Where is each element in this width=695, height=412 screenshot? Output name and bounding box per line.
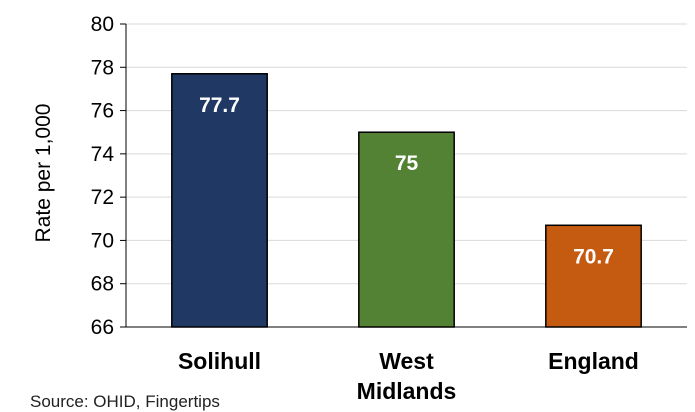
x-category-label: West Midlands [357,348,457,404]
data-label: 77.7 [199,94,240,117]
y-axis-label: Rate per 1,000 [32,104,55,243]
bar [545,224,642,328]
y-tick-label: 76 [91,100,114,123]
y-tick-label: 66 [91,316,114,339]
y-tick-label: 70 [91,229,114,252]
y-tick-label: 78 [91,56,114,79]
axes [120,23,687,328]
bars [171,73,642,328]
y-tick-label: 72 [91,186,114,209]
x-category-labels: Solihull West Midlands England [178,348,639,404]
y-tick-labels: 66 68 70 72 74 76 78 80 [91,13,115,339]
y-tick-label: 68 [91,273,114,296]
y-tick-label: 74 [91,143,115,166]
data-label: 75 [395,152,419,175]
y-tick-label: 80 [91,13,114,36]
source-note: Source: OHID, Fingertips [30,392,220,411]
data-labels: 77.7 75 70.7 [199,94,614,268]
bar [171,73,268,328]
data-label: 70.7 [573,245,614,268]
bar [358,131,455,328]
x-category-label: England [548,348,639,374]
x-category-label: Solihull [178,348,261,374]
